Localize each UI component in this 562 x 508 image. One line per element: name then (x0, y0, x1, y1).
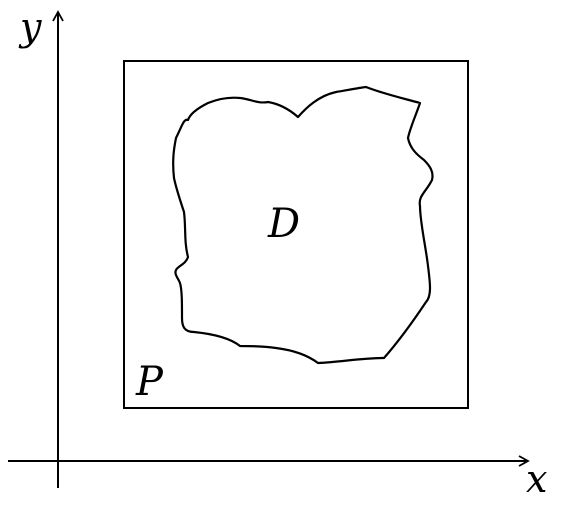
x-axis-label: x (526, 457, 548, 501)
region-d-label: D (268, 201, 301, 247)
y-axis-label: y (20, 5, 42, 49)
rectangle-p-label: P (136, 359, 163, 405)
rectangle-p (123, 60, 469, 409)
region-d-boundary (172, 85, 434, 365)
